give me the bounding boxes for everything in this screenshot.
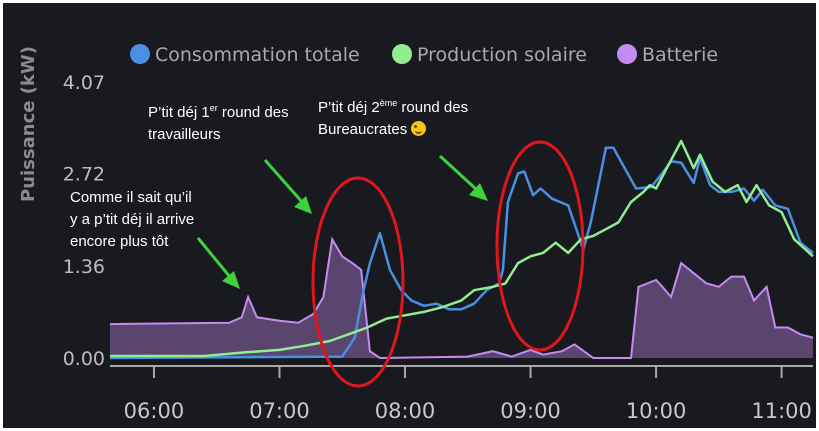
arrow-2 [263, 159, 312, 214]
wink-emoji-icon [411, 121, 427, 136]
highlight-ellipses [311, 140, 585, 388]
highlight-ellipse-2 [495, 140, 585, 352]
y-tick-label: 0.00 [63, 348, 105, 370]
annotation-second-round-line1: P’tit déj 2ème round des [318, 98, 469, 117]
legend-marker-consommation-totale [130, 44, 150, 64]
y-tick-label: 4.07 [63, 72, 105, 94]
x-tick-label: 09:00 [500, 399, 561, 423]
annotation-first-round-line2: travailleurs [148, 126, 221, 143]
y-tick-label: 2.72 [63, 164, 105, 186]
annotation-early-arrival: Comme il sait qu’il y a p’tit déj il arr… [70, 187, 194, 253]
arrow-1 [196, 237, 240, 289]
annotation-early-arrival-line: y a p’tit déj il arrive [70, 211, 195, 228]
series-area-batterie [110, 239, 813, 358]
legend-marker-production-solaire [392, 44, 412, 64]
annotation-first-round-line1: P’tit déj 1er round des [148, 103, 289, 122]
y-tick-label: 1.36 [63, 256, 105, 278]
x-tick-label: 10:00 [626, 399, 687, 423]
series-line-production-solaire [110, 139, 814, 358]
annotation-early-arrival-line: Comme il sait qu’il [70, 189, 192, 206]
legend: Consommation totale Production solaire Bat… [130, 44, 718, 66]
series-line-batterie [109, 236, 814, 360]
arrow-3 [438, 154, 488, 201]
x-tick-label: 07:00 [249, 399, 310, 423]
annotation-second-round: P’tit déj 2ème round des Bureaucrates [318, 97, 468, 141]
legend-label-production-solaire: Production solaire [417, 44, 587, 66]
annotation-early-arrival-line: encore plus tôt [70, 233, 169, 250]
annotation-arrows [196, 154, 488, 289]
x-tick-layer: 06:00 07:00 08:00 09:00 10:00 11:00 [124, 366, 812, 423]
legend-label-batterie: Batterie [642, 44, 718, 66]
y-axis-label: Puissance (kW) [18, 46, 39, 202]
x-tick-label: 06:00 [124, 399, 185, 423]
series-layer [109, 139, 814, 360]
legend-label-consommation-totale: Consommation totale [155, 44, 360, 66]
x-tick-label: 11:00 [751, 399, 812, 423]
legend-marker-batterie [617, 44, 637, 64]
annotation-first-round: P’tit déj 1er round des travailleurs [148, 102, 289, 146]
highlight-ellipse-1 [311, 176, 405, 388]
y-tick-layer: 4.07 2.72 1.36 0.00 [63, 72, 105, 370]
annotation-second-round-line2: Bureaucrates [318, 119, 468, 141]
x-tick-label: 08:00 [375, 399, 436, 423]
